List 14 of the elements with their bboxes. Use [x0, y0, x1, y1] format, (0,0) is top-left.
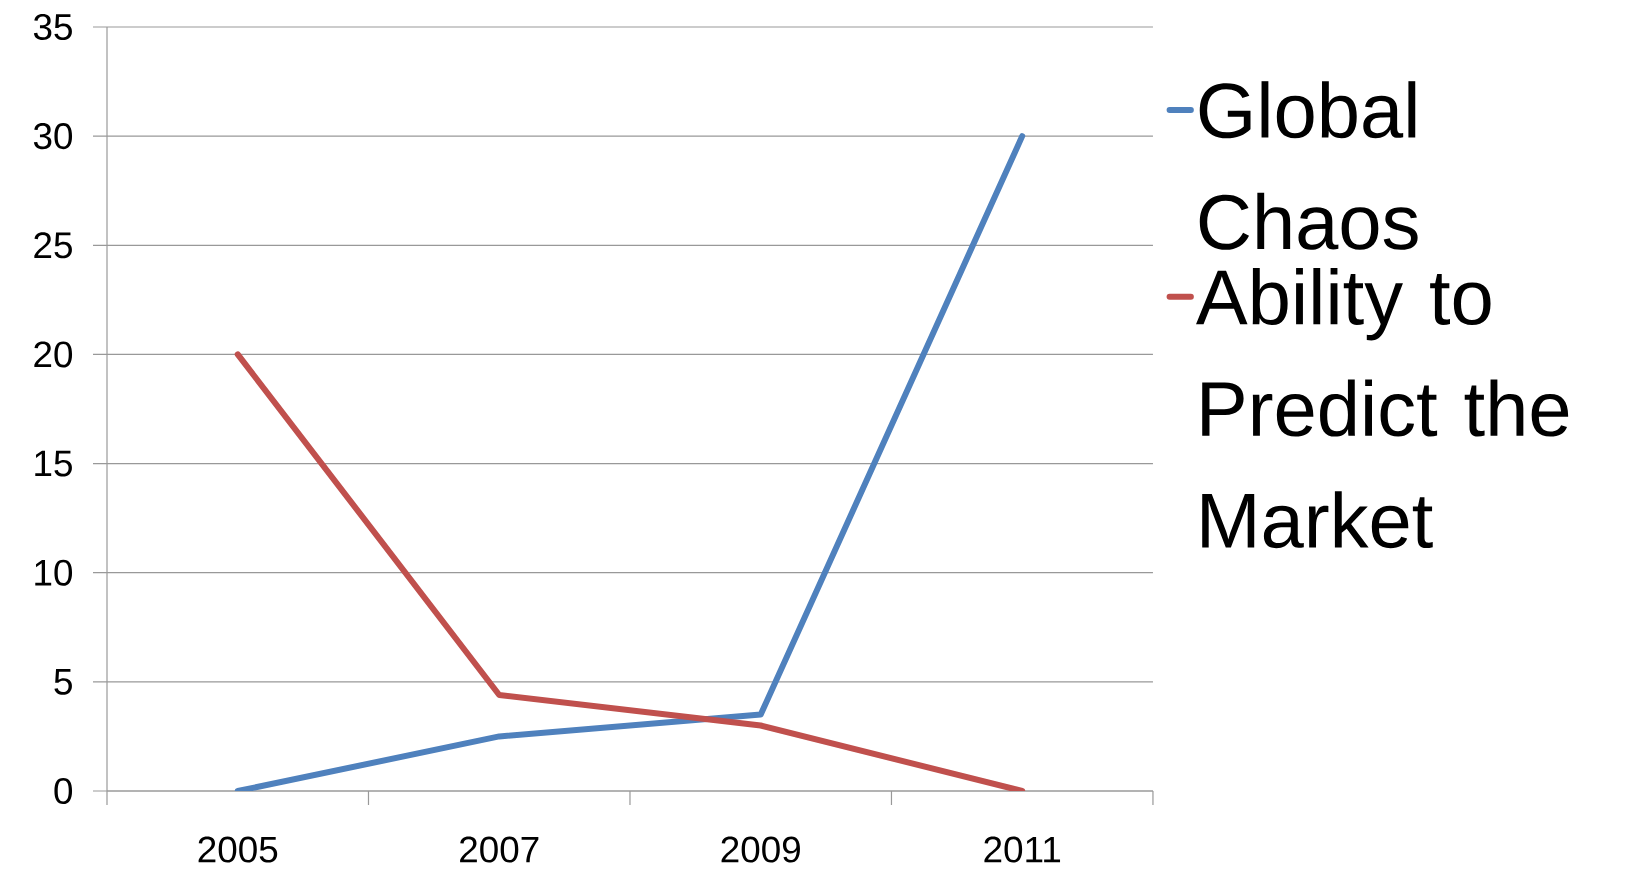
y-tick-label: 20 — [34, 341, 73, 368]
y-tick-label: 25 — [34, 232, 72, 259]
x-tick-label: 2005 — [198, 836, 278, 863]
x-tick-label: 2007 — [460, 836, 539, 863]
y-tick-label: 0 — [54, 777, 73, 805]
y-tick-label: 5 — [54, 669, 72, 695]
legend-label: Ability to Predict the Market — [1196, 267, 1569, 549]
y-tick-label: 30 — [33, 123, 73, 150]
legend-label: Global Chaos — [1199, 81, 1418, 250]
y-tick-label: 35 — [33, 13, 72, 41]
x-tick-label: 2011 — [984, 836, 1061, 863]
x-tick-label: 2009 — [721, 836, 800, 863]
y-tick-label: 10 — [35, 559, 73, 586]
y-tick-label: 15 — [35, 450, 72, 477]
